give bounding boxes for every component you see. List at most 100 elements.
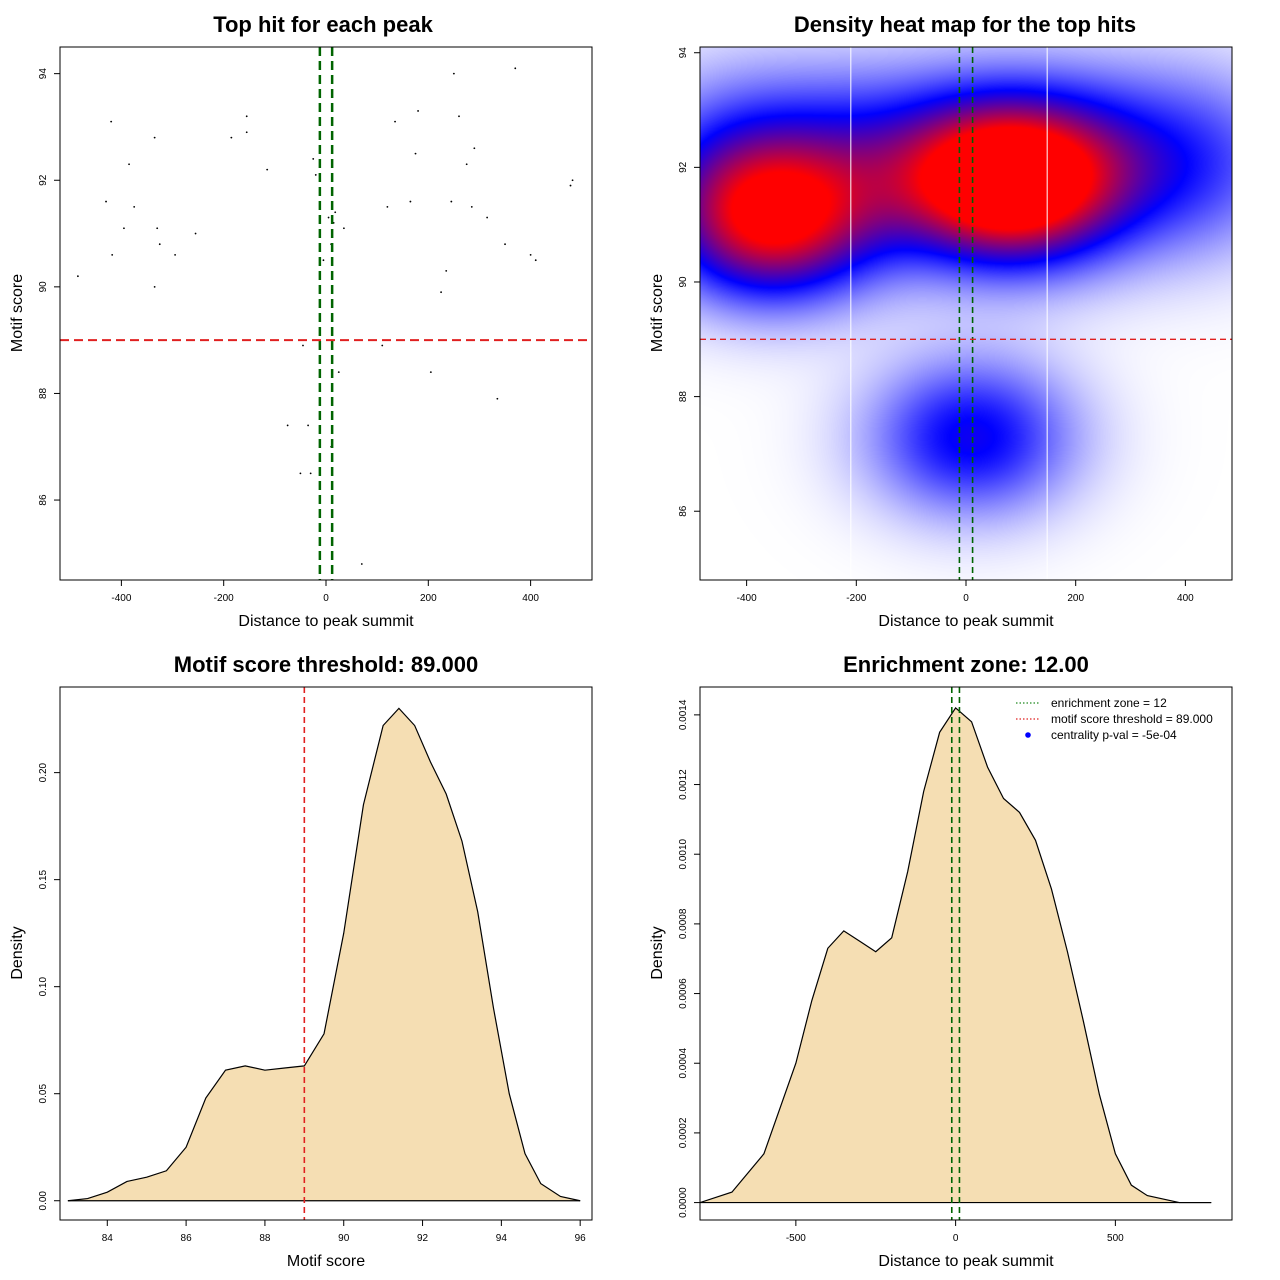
data-point xyxy=(429,371,432,374)
data-point xyxy=(381,344,384,347)
x-tick-label: 94 xyxy=(496,1233,508,1244)
data-point xyxy=(158,243,161,246)
legend-label: enrichment zone = 12 xyxy=(1051,696,1167,710)
x-tick-label: 0 xyxy=(963,593,969,604)
chart-title: Motif score threshold: 89.000 xyxy=(174,652,478,677)
data-point xyxy=(194,232,197,235)
data-point xyxy=(504,243,506,246)
x-tick-label: 0 xyxy=(953,1233,959,1244)
data-point xyxy=(496,397,499,400)
y-axis-label: Density xyxy=(649,926,666,979)
data-point xyxy=(529,253,532,256)
y-tick-label: 0.0002 xyxy=(678,1117,689,1148)
x-tick-label: -200 xyxy=(846,593,866,604)
y-tick-label: 88 xyxy=(678,391,689,403)
data-point xyxy=(314,174,317,176)
x-tick-label: -200 xyxy=(214,593,234,604)
y-axis: 86 88 90 92 94 xyxy=(678,47,700,517)
data-point xyxy=(514,67,517,70)
x-tick-label: 88 xyxy=(259,1233,271,1244)
plot-frame xyxy=(59,46,593,581)
x-tick-label: 92 xyxy=(417,1233,429,1244)
scatter-panel: Top hit for each peak -400 -200 0 200 400 86… xyxy=(9,12,593,630)
x-tick-label: 86 xyxy=(181,1233,193,1244)
y-tick-label: 92 xyxy=(38,174,49,186)
chart-title: Enrichment zone: 12.00 xyxy=(843,652,1089,677)
y-tick-label: 0.0008 xyxy=(678,908,689,939)
y-axis-label: Density xyxy=(9,926,26,979)
data-point xyxy=(123,227,125,230)
x-tick-label: 0 xyxy=(323,593,329,604)
x-tick-label: 500 xyxy=(1107,1233,1124,1244)
x-tick-label: 200 xyxy=(420,593,437,604)
data-point xyxy=(334,211,337,214)
legend-item: enrichment zone = 12 xyxy=(1016,696,1167,710)
data-point xyxy=(156,227,159,230)
data-point xyxy=(414,152,417,155)
x-tick-label: 96 xyxy=(575,1233,587,1244)
legend-label: centrality p-val = -5e-04 xyxy=(1051,728,1177,742)
data-point xyxy=(486,216,489,219)
y-axis: 0.00 0.05 0.10 0.15 0.20 xyxy=(38,762,60,1210)
data-point xyxy=(77,275,79,278)
x-axis-label: Distance to peak summit xyxy=(878,613,1054,630)
y-tick-label: 90 xyxy=(38,281,49,293)
data-point xyxy=(571,179,574,182)
data-point xyxy=(452,72,455,75)
x-axis: -500 0 500 xyxy=(786,1220,1124,1244)
y-axis-label: Motif score xyxy=(9,274,26,352)
data-point xyxy=(450,200,453,203)
x-axis-label: Motif score xyxy=(287,1253,365,1270)
heatmap-panel: Density heat map for the top hits -400 -2… xyxy=(649,12,1233,630)
data-point xyxy=(465,163,468,166)
legend-point-marker xyxy=(1025,732,1031,738)
y-tick-label: 0.0000 xyxy=(678,1187,689,1218)
data-point xyxy=(569,184,572,187)
x-tick-label: -400 xyxy=(111,593,131,604)
data-point xyxy=(312,158,315,160)
y-tick-label: 0.0014 xyxy=(678,699,689,730)
legend-item: centrality p-val = -5e-04 xyxy=(1025,728,1177,742)
x-axis-label: Distance to peak summit xyxy=(878,1253,1054,1270)
y-tick-label: 88 xyxy=(38,387,49,399)
data-point xyxy=(230,136,233,139)
distance-density-panel: Enrichment zone: 12.00 -500 0 500 0.00000.… xyxy=(649,652,1233,1270)
data-point xyxy=(286,424,289,427)
x-tick-label: 400 xyxy=(1177,593,1194,604)
data-point xyxy=(470,206,473,208)
data-point xyxy=(266,168,269,171)
reference-lines xyxy=(950,687,961,1220)
data-point xyxy=(322,259,325,262)
density-line xyxy=(67,707,581,1202)
data-point xyxy=(409,200,412,203)
density-image xyxy=(700,47,1232,580)
x-tick-label: -400 xyxy=(737,593,757,604)
density-fill xyxy=(67,708,581,1201)
y-tick-label: 0.00 xyxy=(38,1191,49,1211)
data-point xyxy=(153,136,156,139)
y-axis: 86 88 90 92 94 xyxy=(38,68,60,506)
y-axis-label: Motif score xyxy=(649,274,666,352)
x-tick-label: 400 xyxy=(522,593,539,604)
data-point xyxy=(111,253,114,256)
score-density-panel: Motif score threshold: 89.000 84 86 88 90 92… xyxy=(9,652,593,1270)
data-point xyxy=(473,147,476,150)
x-tick-label: 84 xyxy=(102,1233,114,1244)
data-point xyxy=(110,120,113,123)
y-tick-label: 0.10 xyxy=(38,977,49,997)
data-point xyxy=(360,563,363,565)
data-point xyxy=(245,115,248,118)
data-point xyxy=(128,163,130,166)
x-axis: -400 -200 0 200 400 xyxy=(737,580,1194,604)
data-point xyxy=(309,472,312,475)
plot-frame xyxy=(59,686,593,1221)
y-tick-label: 0.0010 xyxy=(678,838,689,869)
legend-item: motif score threshold = 89.000 xyxy=(1016,712,1213,726)
data-point xyxy=(534,259,537,262)
density-curve xyxy=(67,707,581,1202)
y-tick-label: 86 xyxy=(678,505,689,517)
x-tick-label: 90 xyxy=(338,1233,350,1244)
y-tick-label: 0.0006 xyxy=(678,978,689,1009)
scatter-points xyxy=(77,67,574,565)
